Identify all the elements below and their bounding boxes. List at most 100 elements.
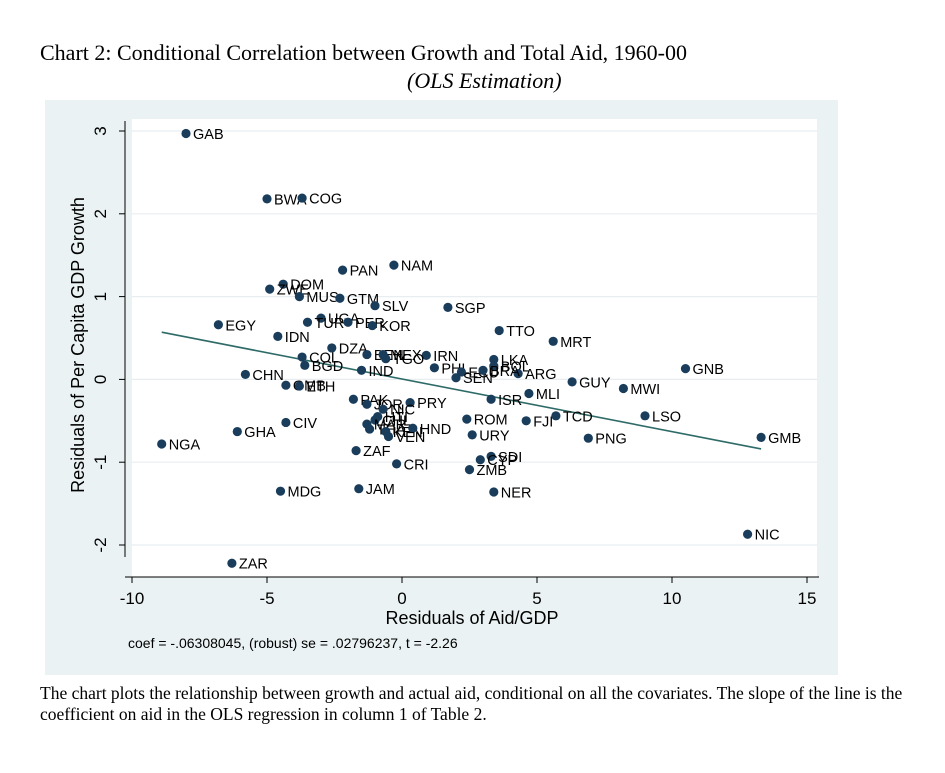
point-label: PNG [595,432,626,448]
point-label: LSO [652,409,681,425]
point-marker [297,193,307,203]
point-label: BOL [501,360,530,376]
data-point-cog: COG [297,192,342,208]
x-tick-label: -10 [120,589,145,608]
data-point-sgp: SGP [443,301,486,317]
data-point-pry: PRY [405,396,447,412]
point-label: ROM [474,413,508,429]
point-marker [302,317,313,327]
point-marker [513,369,523,379]
point-marker [356,365,367,375]
data-point-kor: KOR [367,319,411,335]
point-label: TTO [506,324,535,340]
point-marker [327,343,337,353]
point-label: ETH [306,380,335,396]
data-point-chn: CHN [240,368,284,384]
point-marker [213,320,223,330]
data-point-gab: GAB [181,127,224,143]
data-point-bol: BOL [489,360,530,376]
point-label: MEX [390,348,422,364]
point-label: PRY [417,396,447,412]
data-point-tur: TUR [302,316,344,332]
point-label: SDI [498,450,522,466]
point-label: HND [420,422,451,438]
data-point-guy: GUY [567,375,611,391]
point-label: JAM [366,482,395,498]
point-marker [756,432,766,442]
point-label: CHN [252,368,283,384]
point-marker [494,325,504,336]
point-marker [297,352,307,362]
data-point-mwi: MWI [618,382,660,398]
point-marker [464,465,475,475]
point-label: URY [479,428,510,444]
x-tick-label: 10 [663,589,682,608]
data-point-lka: LKA [489,353,529,369]
point-label: HTI [385,410,408,426]
figure-caption: The chart plots the relationship between… [40,683,903,724]
point-marker [521,416,531,426]
point-label: LKA [501,353,529,369]
data-point-nga: NGA [157,437,200,453]
point-label: GNB [693,362,724,378]
point-marker [429,363,439,373]
data-point-dza: DZA [327,341,368,357]
point-marker [275,486,286,496]
x-tick-label: 5 [532,589,541,608]
data-point-egy: EGY [213,318,256,334]
point-marker [240,369,250,380]
point-marker [618,383,629,394]
data-point-zar: ZAR [227,557,268,573]
data-point-zmb: ZMB [464,463,507,479]
point-marker [294,292,304,302]
point-label: ARG [525,367,556,383]
data-point-idn: IDN [273,330,310,346]
point-label: GAB [193,127,224,143]
data-point-mli: MLI [524,387,560,403]
point-label: TGO [393,352,424,368]
point-marker [281,417,291,428]
data-point-lso: LSO [640,409,681,425]
y-tick-label: 0 [91,375,110,384]
x-tick-label: 15 [798,589,817,608]
plot-area [132,119,817,577]
point-label: ZAR [239,557,268,573]
data-point-arg: ARG [513,367,557,383]
point-marker [370,415,380,425]
point-label: GMB [768,431,801,447]
point-label: MLI [536,387,560,403]
point-label: SGP [455,301,486,317]
point-marker [362,399,372,409]
regression-note: coef = -.06308045, (robust) se = .027962… [128,635,458,651]
point-label: CIV [293,416,318,432]
point-marker [273,331,283,341]
point-label: BGD [312,359,343,375]
point-label: CRI [404,457,429,473]
point-label: MWI [630,382,660,398]
point-marker [421,350,431,360]
point-marker [462,414,472,424]
point-label: SEN [463,371,493,387]
point-label: MRT [560,335,591,351]
point-label: MDG [288,485,322,501]
point-marker [370,301,380,311]
point-label: IDN [285,330,310,346]
point-label: IND [369,364,394,380]
point-marker [157,439,167,449]
fit-line [161,331,762,450]
point-marker [335,293,345,303]
point-marker [381,354,391,364]
point-marker [383,431,394,442]
chart-title: Chart 2: Conditional Correlation between… [40,40,687,65]
point-label: GHA [244,425,276,441]
point-marker [232,426,242,437]
point-label: NAM [401,259,433,275]
data-point-gmb: GMB [756,431,801,447]
point-marker [365,424,375,434]
point-marker [405,397,415,408]
data-point-ner: NER [489,486,531,502]
point-label: CYP [487,453,517,469]
point-marker [548,336,558,346]
